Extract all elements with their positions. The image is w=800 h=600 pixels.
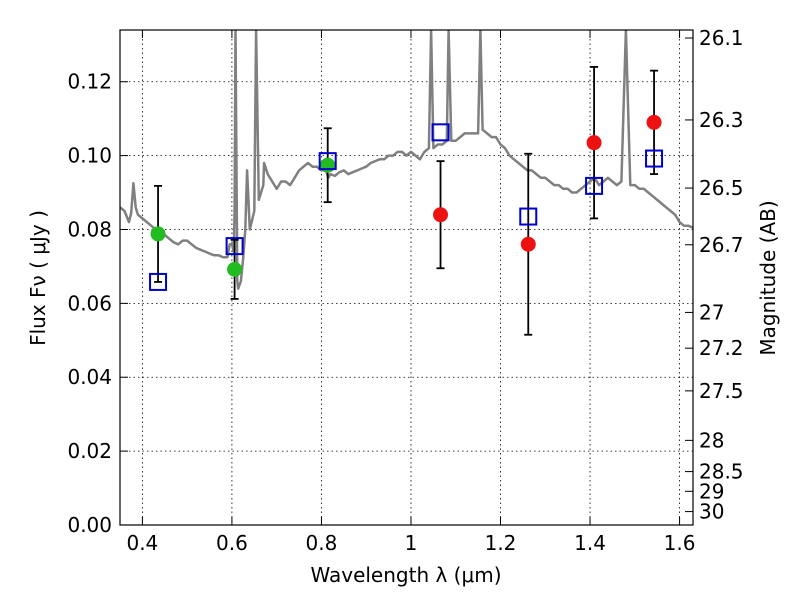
- y2-tick-label: 28.5: [699, 460, 744, 484]
- observed-point: [433, 207, 449, 223]
- model-band-point: [149, 272, 168, 291]
- observed-point: [150, 226, 166, 242]
- x-tick-label: 0.6: [216, 531, 248, 555]
- plot-frame: [119, 29, 694, 526]
- y-tick-label: 0.10: [67, 144, 112, 168]
- x-tick-label: 0.8: [306, 531, 338, 555]
- y-tick-label: 0.04: [67, 365, 112, 389]
- y2-tick-label: 30: [699, 500, 724, 524]
- y-tick-label: 0.12: [67, 70, 112, 94]
- x-tick-label: 1.4: [574, 531, 606, 555]
- y-axis-title: Flux Fν ( μJy ): [26, 210, 50, 346]
- model-band-point: [318, 152, 337, 171]
- observed-point: [520, 236, 536, 252]
- x-axis-title: Wavelength λ (μm): [310, 563, 501, 587]
- y-tick-label: 0.08: [67, 217, 112, 241]
- y2-tick-label: 26.7: [699, 233, 744, 257]
- y2-tick-label: 27.2: [699, 336, 744, 360]
- y2-axis-title: Magnitude (AB): [756, 200, 780, 355]
- y-tick-label: 0.02: [67, 439, 112, 463]
- y2-tick-label: 26.3: [699, 108, 744, 132]
- y-axis-left: 0.00 0.02 0.04 0.06 0.08 0.10 0.12: [67, 70, 128, 537]
- x-tick-label: 1: [405, 531, 418, 555]
- observed-point: [646, 114, 662, 130]
- model-band-point: [431, 123, 450, 142]
- y-tick-label: 0.00: [67, 513, 112, 537]
- observed-point: [586, 135, 602, 151]
- observed-point: [320, 157, 336, 173]
- y2-tick-label: 26.5: [699, 176, 744, 200]
- grid-lines: [120, 30, 693, 526]
- x-tick-label: 0.4: [126, 531, 158, 555]
- model-band-point: [585, 176, 604, 195]
- y2-tick-label: 28: [699, 428, 724, 452]
- y-tick-label: 0.06: [67, 291, 112, 315]
- model-band-point: [225, 237, 244, 256]
- model-band-point: [519, 207, 538, 226]
- x-axis: 0.4 0.6 0.8 1 1.2 1.4 1.6: [126, 30, 695, 555]
- observed-points: [150, 114, 662, 277]
- model-band-points: [149, 123, 664, 291]
- observed-point: [227, 261, 243, 277]
- y2-tick-label: 27.5: [699, 379, 744, 403]
- model-spectrum: [120, 30, 693, 290]
- model-band-point: [645, 149, 664, 168]
- y2-tick-label: 26.1: [699, 26, 744, 50]
- y2-tick-label: 29: [699, 479, 724, 503]
- spectrum-line: [120, 30, 693, 290]
- error-bars: [154, 66, 659, 336]
- y2-tick-label: 27: [699, 300, 724, 324]
- x-tick-label: 1.6: [664, 531, 696, 555]
- x-tick-label: 1.2: [485, 531, 517, 555]
